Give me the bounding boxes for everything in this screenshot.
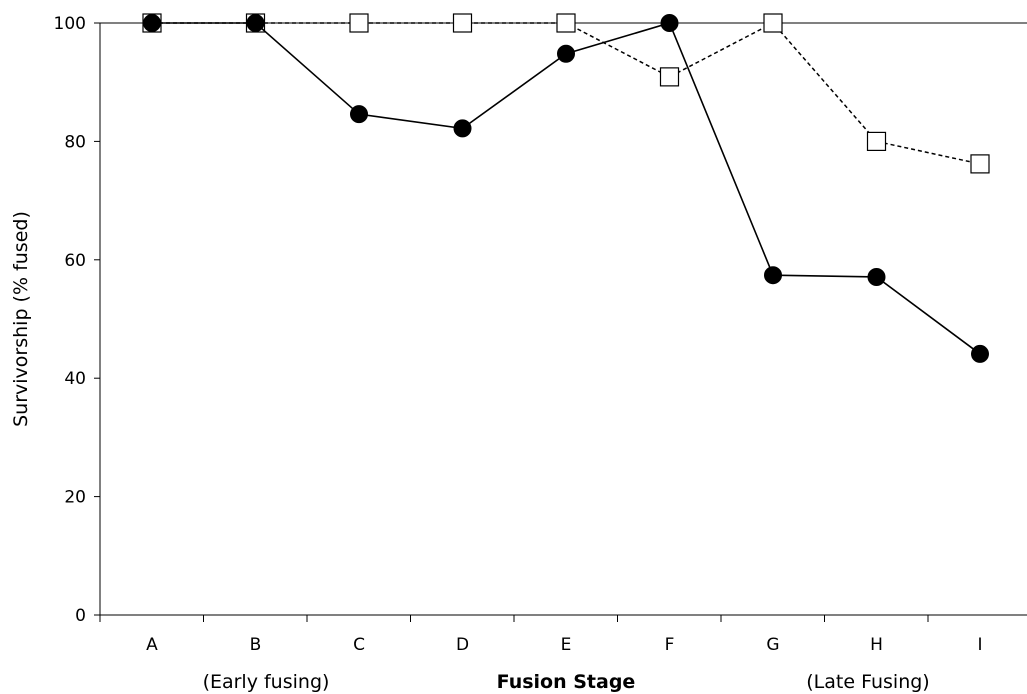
data-point [660,14,679,32]
data-point [867,267,886,286]
y-tick-label: 20 [64,488,86,508]
data-point [970,154,990,174]
data-point [349,13,369,33]
x-axis-sublabel-early: (Early fusing) [203,671,330,693]
y-tick-label: 0 [75,606,86,626]
series-2 [142,13,990,174]
data-point [350,105,368,124]
x-axis-title: Fusion Stage [497,671,636,693]
data-point [764,266,782,285]
data-point [659,67,680,87]
x-tick-label: H [870,635,883,655]
series-1 [143,14,989,363]
x-tick-label: B [250,635,262,655]
data-point [556,13,576,33]
x-tick-label: D [456,635,469,655]
x-tick-label: E [561,635,572,655]
x-axis-ticks: A B C D E F G H I [99,615,983,655]
y-axis-title: Survivorship (% fused) [10,211,32,427]
x-axis-sublabel-late: (Late Fusing) [806,671,929,693]
x-tick-label: F [665,635,675,655]
data-point [557,44,575,63]
data-point [453,119,472,138]
x-tick-label: G [766,635,779,655]
data-point [971,344,989,363]
y-tick-label: 80 [64,132,86,152]
y-tick-label: 100 [54,14,86,34]
series-line [152,22,981,355]
y-axis-ticks: 0 20 40 60 80 100 [54,14,100,626]
data-point [866,131,887,151]
data-point [143,14,161,32]
data-point [246,14,265,32]
series-layer [142,13,990,363]
axes [99,22,1027,616]
y-tick-label: 40 [64,369,86,389]
series-line [152,22,981,165]
x-tick-label: A [146,635,158,655]
x-tick-label: C [353,635,365,655]
x-tick-label: I [977,635,982,655]
data-point [452,13,473,33]
data-point [763,13,783,33]
y-tick-label: 60 [64,251,86,271]
